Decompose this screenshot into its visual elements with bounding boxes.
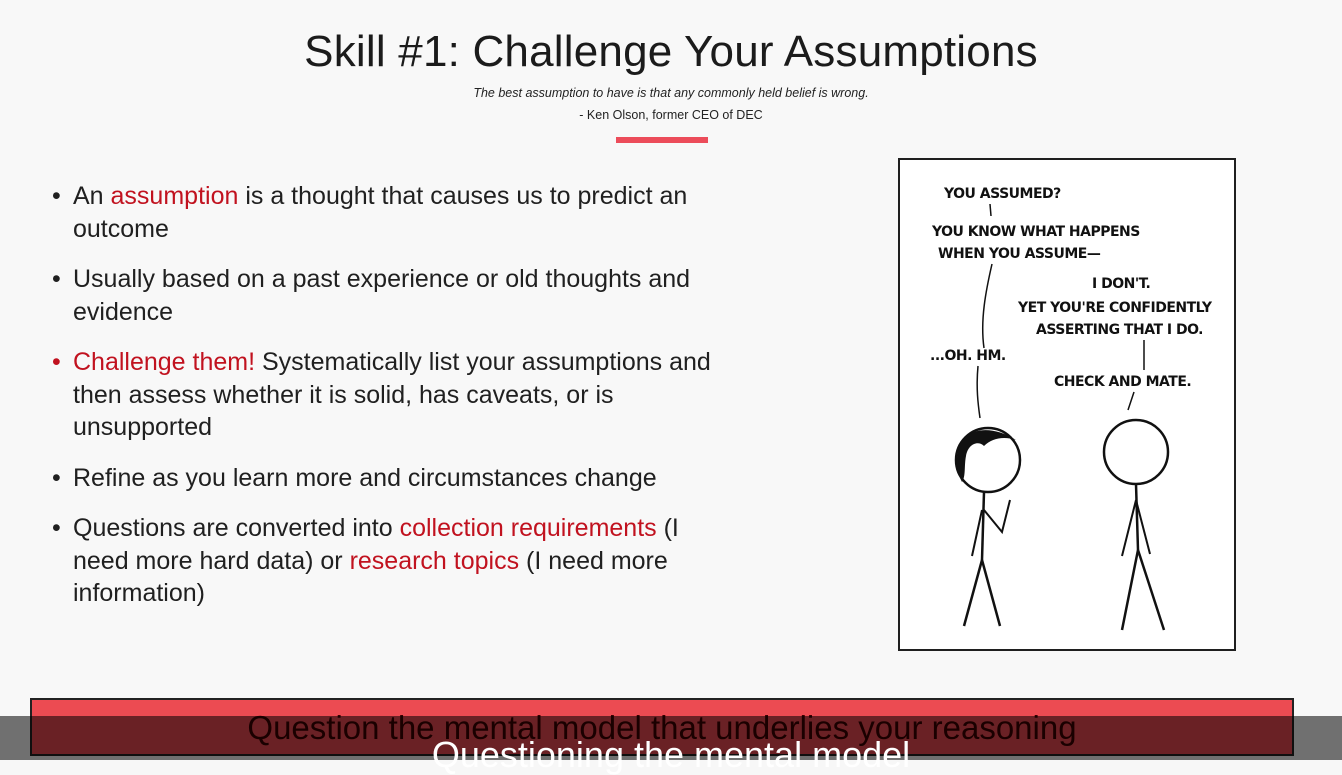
bullet-text: Usually based on a past experience or ol… — [73, 265, 691, 326]
video-caption-bar — [0, 716, 1342, 760]
quote-text: The best assumption to have is that any … — [473, 86, 869, 100]
bullet-list: • An assumption is a thought that causes… — [52, 180, 732, 628]
highlight-term: assumption — [110, 182, 239, 210]
comic-line: YOU KNOW WHAT HAPPENS — [931, 224, 1140, 240]
comic-line: ...OH. HM. — [930, 348, 1006, 364]
bullet-dot: • — [52, 265, 61, 293]
bullet-dot: • — [52, 514, 61, 542]
bullet-text: is a thought that causes us to predict a… — [73, 182, 688, 243]
bullet-text: Questions are converted into — [73, 514, 400, 542]
bullet-dot: • — [52, 463, 61, 492]
comic-line: WHEN YOU ASSUME— — [938, 246, 1101, 262]
highlight-term: collection requirements — [399, 514, 657, 542]
bullet-item: • Usually based on a past experience or … — [52, 263, 732, 328]
title-accent-bar — [616, 137, 708, 143]
bullet-text: (I need more information) — [73, 546, 668, 608]
bullet-dot: • — [52, 348, 61, 376]
comic-line: I DON'T. — [1092, 276, 1150, 292]
comic-panel: YOU ASSUMED? YOU KNOW WHAT HAPPENS WHEN … — [898, 158, 1236, 651]
slide-title: Skill #1: Challenge Your Assumptions — [304, 27, 1038, 76]
stick-figure-left — [954, 426, 1022, 627]
bullet-text: Systematically list your assumptions and… — [73, 348, 711, 441]
comic-line: ASSERTING THAT I DO. — [1036, 322, 1203, 338]
bullet-text: An — [73, 182, 111, 210]
comic-line: YET YOU'RE CONFIDENTLY — [1017, 300, 1213, 316]
comic-drawing: YOU ASSUMED? YOU KNOW WHAT HAPPENS WHEN … — [930, 186, 1213, 631]
comic-line: YOU ASSUMED? — [943, 186, 1061, 202]
video-caption-text: Questioning the mental model — [431, 734, 911, 775]
highlight-term: Challenge them! — [73, 348, 256, 376]
bullet-text: Refine as you learn more and circumstanc… — [73, 463, 657, 492]
bullet-item: • Refine as you learn more and circumsta… — [52, 462, 732, 495]
quote-attribution: - Ken Olson, former CEO of DEC — [579, 108, 763, 122]
comic-line: CHECK AND MATE. — [1054, 374, 1191, 390]
stick-figure-right — [1102, 418, 1170, 631]
bullet-dot: • — [52, 182, 61, 210]
bullet-text: (I need more hard data) or — [73, 514, 679, 575]
bullet-item: • An assumption is a thought that causes… — [52, 180, 732, 245]
bullet-item: • Questions are converted into collectio… — [52, 512, 732, 610]
bullet-item: • Challenge them! Systematically list yo… — [52, 346, 732, 444]
highlight-term: research topics — [349, 546, 520, 575]
